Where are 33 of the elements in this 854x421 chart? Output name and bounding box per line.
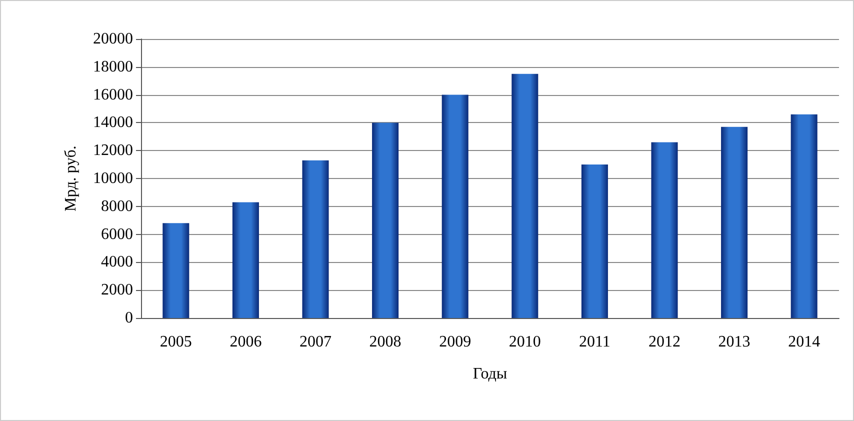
y-tick-label: 6000 <box>101 226 133 243</box>
bar <box>442 94 468 318</box>
y-tick-label: 2000 <box>101 282 133 299</box>
x-tick-label: 2007 <box>300 334 332 350</box>
x-tick-label: 2012 <box>648 334 680 350</box>
x-tick-label: 2013 <box>718 334 750 350</box>
y-tick-label: 8000 <box>101 198 133 215</box>
x-tick-label: 2011 <box>578 334 610 350</box>
bar <box>372 122 399 318</box>
x-axis-title: Годы <box>472 366 508 382</box>
x-tick-label: 2006 <box>230 334 262 350</box>
y-tick-label: 14000 <box>93 114 133 132</box>
y-tick-label: 12000 <box>93 142 133 160</box>
bar <box>581 164 608 318</box>
bar <box>651 142 678 318</box>
x-tick-label: 2005 <box>160 334 192 350</box>
x-tick-label: 2014 <box>788 334 820 350</box>
y-axis-title: Мрд. руб. <box>62 146 80 212</box>
bar <box>790 114 818 318</box>
y-tick-label: 16000 <box>93 86 133 104</box>
x-tick-label: 2009 <box>439 334 472 350</box>
bar <box>232 202 259 318</box>
bar <box>162 223 190 318</box>
y-tick-label: 18000 <box>93 58 133 76</box>
x-tick-label: 2008 <box>369 334 402 350</box>
bar <box>512 74 538 318</box>
y-tick-label: 20000 <box>93 30 133 48</box>
bar <box>721 126 748 318</box>
y-tick-label: 10000 <box>93 170 133 187</box>
x-tick-label: 2010 <box>508 334 541 350</box>
y-tick-label: 0 <box>125 310 133 326</box>
y-tick-label: 4000 <box>101 254 133 271</box>
bar <box>302 160 329 318</box>
